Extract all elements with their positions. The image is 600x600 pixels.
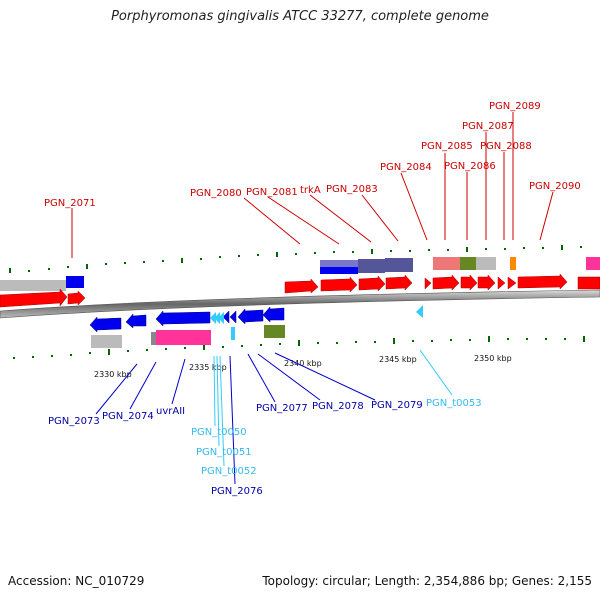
scale-label-2345: 2345 kbp — [379, 355, 417, 364]
scale-label-2330: 2330 kbp — [94, 370, 132, 379]
scale-label-2350: 2350 kbp — [474, 354, 512, 363]
reverse-category-bars — [91, 325, 285, 348]
trna-label-lines — [213, 349, 453, 467]
gene-label-pgn-2090[interactable]: PGN_2090 — [529, 181, 581, 192]
genome-summary-text: Topology: circular; Length: 2,354,886 bp… — [262, 574, 592, 588]
upper-tick-marks — [9, 245, 582, 273]
reverse-label-lines — [95, 352, 376, 485]
gene-label-pgn-2084[interactable]: PGN_2084 — [380, 162, 432, 173]
trna-label-pgn-t0052[interactable]: PGN_t0052 — [201, 466, 257, 477]
gene-label-pgn-2086[interactable]: PGN_2086 — [444, 161, 496, 172]
gene-label-uvraii[interactable]: uvrAII — [156, 406, 185, 417]
gene-label-pgn-2080[interactable]: PGN_2080 — [190, 188, 242, 199]
map-title: Porphyromonas gingivalis ATCC 33277, com… — [111, 9, 489, 24]
forward-label-lines — [71, 112, 554, 258]
gene-label-pgn-2087[interactable]: PGN_2087 — [462, 121, 514, 132]
forward-genes — [0, 273, 600, 308]
lower-tick-marks — [13, 336, 585, 359]
gene-label-pgn-2077[interactable]: PGN_2077 — [256, 403, 308, 414]
gene-label-pgn-2076[interactable]: PGN_2076 — [211, 486, 263, 497]
gene-label-pgn-2083[interactable]: PGN_2083 — [326, 184, 378, 195]
accession-text: Accession: NC_010729 — [8, 574, 145, 588]
trna-features — [210, 305, 423, 340]
scale-label-2335: 2335 kbp — [189, 363, 227, 372]
gene-label-pgn-2074[interactable]: PGN_2074 — [102, 411, 154, 422]
gene-label-trka[interactable]: trkA — [300, 185, 321, 196]
gene-label-pgn-2073[interactable]: PGN_2073 — [48, 416, 100, 427]
gene-label-pgn-2081[interactable]: PGN_2081 — [246, 187, 298, 198]
gene-label-pgn-2078[interactable]: PGN_2078 — [312, 401, 364, 412]
gene-label-pgn-2071[interactable]: PGN_2071 — [44, 198, 96, 209]
genome-backbone — [0, 289, 600, 319]
gene-label-pgn-2079[interactable]: PGN_2079 — [371, 400, 423, 411]
forward-category-bars — [0, 257, 600, 291]
gene-label-pgn-2089[interactable]: PGN_2089 — [489, 101, 541, 112]
reverse-genes — [89, 306, 285, 333]
trna-label-pgn-t0053[interactable]: PGN_t0053 — [426, 398, 482, 409]
gene-label-pgn-2088[interactable]: PGN_2088 — [480, 141, 532, 152]
gene-label-pgn-2085[interactable]: PGN_2085 — [421, 141, 473, 152]
trna-label-pgn-t0051[interactable]: PGN_t0051 — [196, 447, 252, 458]
trna-label-pgn-t0050[interactable]: PGN_t0050 — [191, 427, 247, 438]
scale-label-2340: 2340 kbp — [284, 359, 322, 368]
